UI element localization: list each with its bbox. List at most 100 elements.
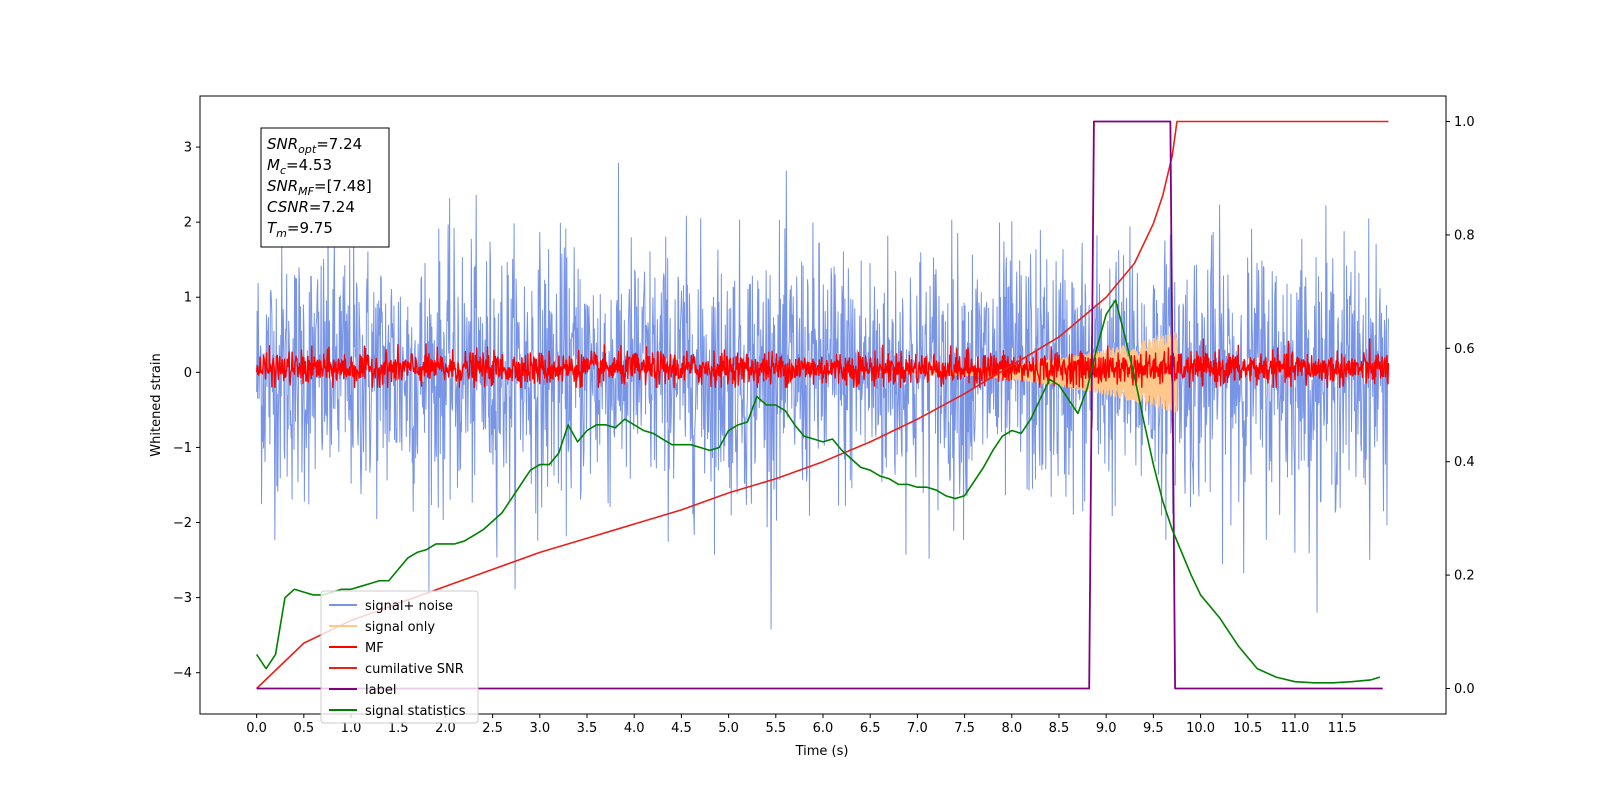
x-tick-label: 8.5 [1049,721,1070,736]
x-tick: 3.0 [529,714,550,736]
y-axis-label: Whitened strain [149,353,164,456]
y-tick: 0 [184,366,200,381]
y-tick-label: −2 [173,516,192,531]
y-tick: 1 [184,291,200,306]
plot-area [255,120,1390,690]
x-tick: 6.0 [813,714,834,736]
y2-tick-label: 0.2 [1454,569,1475,584]
annotation-line: Tm=9.75 [267,219,333,240]
x-tick: 9.5 [1143,714,1164,736]
x-tick: 11.0 [1280,714,1309,736]
legend-item: MF [329,641,384,656]
y-axis-right: 0.0 0.2 0.4 0.6 0.8 1.0 [1446,115,1475,697]
y2-tick-label: 0.6 [1454,342,1475,357]
y-tick-label: 2 [184,216,192,231]
x-tick: 7.5 [954,714,975,736]
y-tick: 3 [184,141,200,156]
legend-items: signal+ noise signal only MF cumilative SNR… [329,599,466,719]
annotation-frame [260,127,390,248]
x-tick: 0.5 [293,714,314,736]
x-tick-label: 3.0 [529,721,550,736]
legend-label: MF [365,641,384,656]
x-tick-label: 4.0 [624,721,645,736]
y-axis-left: −4 −3 −2 −1 0 1 2 3 [173,141,200,681]
x-tick-label: 5.0 [718,721,739,736]
series-label [256,120,1383,690]
y-tick: 2 [184,216,200,231]
y2-tick: 0.8 [1446,228,1475,243]
annotation-line: CSNR=7.24 [267,198,355,216]
y-tick-label: 1 [184,291,192,306]
y-tick: −1 [173,441,200,456]
x-tick-label: 9.0 [1096,721,1117,736]
x-tick: 8.5 [1049,714,1070,736]
x-tick: 4.5 [671,714,692,736]
x-tick: 8.0 [1001,714,1022,736]
series-mf [255,338,1390,389]
legend-item: signal only [329,620,435,635]
y2-tick-label: 0.8 [1454,228,1475,243]
x-tick: 3.5 [577,714,598,736]
y-tick-label: 3 [184,141,192,156]
y-tick-label: −1 [173,441,192,456]
x-tick: 9.0 [1096,714,1117,736]
x-tick-label: 10.0 [1186,721,1215,736]
x-tick-label: 3.5 [577,721,598,736]
x-tick-label: 2.0 [435,721,456,736]
annotation-line: Mc=4.53 [267,156,332,177]
x-tick-label: 0.5 [293,721,314,736]
annotation-line: SNRopt=7.24 [267,135,362,156]
y2-tick: 0.2 [1446,569,1475,584]
legend: signal+ noise signal only MF cumilative SNR… [320,590,479,724]
x-tick-label: 7.5 [954,721,975,736]
y-tick: −2 [173,516,200,531]
x-tick-label: 1.5 [388,721,409,736]
x-axis: 0.0 0.5 1.0 1.5 2.0 2.5 3.0 3.5 4.0 4.5 5.0 5.5 6.0 6… [246,714,1357,736]
y-tick-label: −4 [173,666,192,681]
x-tick-label: 2.5 [482,721,503,736]
x-tick: 4.0 [624,714,645,736]
series-signal-plus-noise [256,162,1389,630]
y-tick-label: −3 [173,591,192,606]
x-tick-label: 8.0 [1001,721,1022,736]
y2-tick: 1.0 [1446,115,1475,130]
x-tick-label: 9.5 [1143,721,1164,736]
y-tick: −3 [173,591,200,606]
x-tick: 10.5 [1233,714,1262,736]
legend-label: signal+ noise [365,599,453,614]
x-tick: 6.5 [860,714,881,736]
legend-label: cumilative SNR [365,662,464,677]
x-tick: 0.0 [246,714,267,736]
legend-label: signal only [365,620,435,635]
y2-tick-label: 0.0 [1454,682,1475,697]
x-tick: 5.5 [765,714,786,736]
y-tick-label: 0 [184,366,192,381]
x-tick: 7.0 [907,714,928,736]
x-tick-label: 6.0 [813,721,834,736]
series-cumulative-snr [256,120,1389,690]
x-tick-label: 1.0 [341,721,362,736]
x-tick: 2.5 [482,714,503,736]
legend-item: label [329,683,396,698]
series-signal-statistics [255,299,1381,684]
x-tick-label: 11.5 [1328,721,1357,736]
y2-tick-label: 0.4 [1454,455,1475,470]
legend-item: cumilative SNR [329,662,464,677]
x-tick-label: 4.5 [671,721,692,736]
x-tick-label: 0.0 [246,721,267,736]
y-tick: −4 [173,666,200,681]
x-tick-label: 10.5 [1233,721,1262,736]
y2-tick-label: 1.0 [1454,115,1475,130]
x-axis-label: Time (s) [795,744,849,759]
x-tick-label: 6.5 [860,721,881,736]
legend-item: signal+ noise [329,599,453,614]
y2-tick: 0.0 [1446,682,1475,697]
legend-label: label [365,683,396,698]
annotation-line: SNRMF=[7.48] [267,177,372,198]
y2-tick: 0.6 [1446,342,1475,357]
legend-label: signal statistics [365,704,466,719]
y2-tick: 0.4 [1446,455,1475,470]
